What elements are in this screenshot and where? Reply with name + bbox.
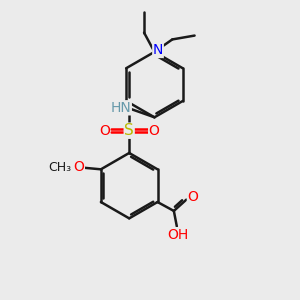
Text: OH: OH: [168, 228, 189, 242]
Text: O: O: [188, 190, 198, 204]
Text: O: O: [149, 124, 160, 138]
Text: O: O: [99, 124, 110, 138]
Text: O: O: [74, 160, 84, 174]
Text: S: S: [124, 123, 134, 138]
Text: N: N: [153, 44, 163, 57]
Text: HN: HN: [110, 101, 131, 115]
Text: CH₃: CH₃: [48, 161, 71, 174]
